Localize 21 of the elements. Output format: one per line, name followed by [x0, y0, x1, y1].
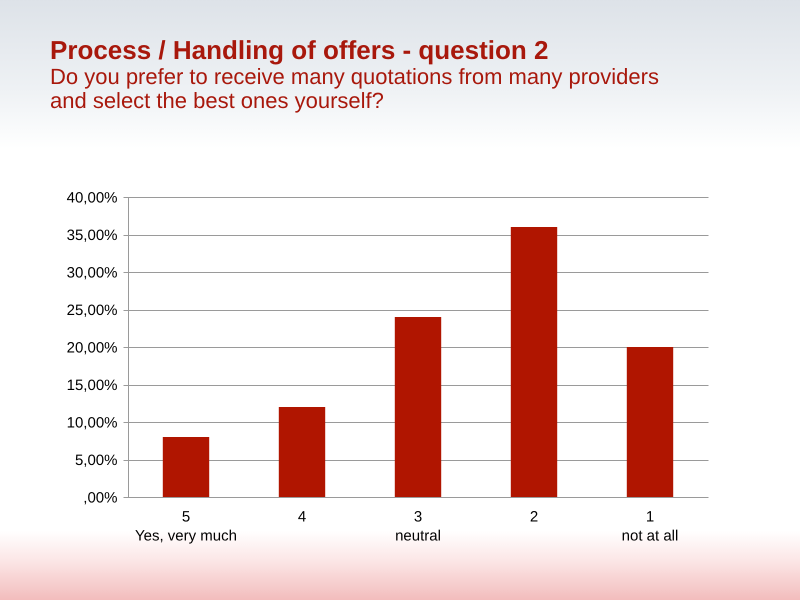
chart-title: Process / Handling of offers - question 2	[50, 35, 550, 65]
x-tick-label: 2	[530, 508, 538, 526]
x-tick-label: 4	[298, 508, 306, 526]
y-tick-label: 25,00%	[66, 302, 118, 319]
bar	[278, 407, 326, 497]
bar	[510, 227, 558, 497]
y-tick-label: 40,00%	[66, 190, 118, 206]
y-tick-label: 30,00%	[66, 264, 118, 282]
y-tick-label: 20,00%	[66, 340, 118, 356]
bar	[162, 437, 210, 497]
bar	[626, 347, 674, 497]
y-tick-label: ,00%	[83, 490, 118, 506]
bar	[394, 317, 442, 497]
y-tick-label: 35,00%	[66, 227, 118, 244]
y-tick-label: 10,00%	[66, 414, 118, 432]
x-tick-label: 3 neutral	[395, 508, 441, 544]
chart-subtitle: Do you prefer to receive many quotations from many providers and select the best ones yourself?	[50, 64, 660, 113]
x-tick-label: 5 Yes, very much	[135, 508, 237, 544]
y-tick-label: 15,00%	[66, 377, 118, 394]
y-tick-label: 5,00%	[74, 452, 118, 469]
x-tick-label: 1 not at all	[622, 508, 678, 544]
